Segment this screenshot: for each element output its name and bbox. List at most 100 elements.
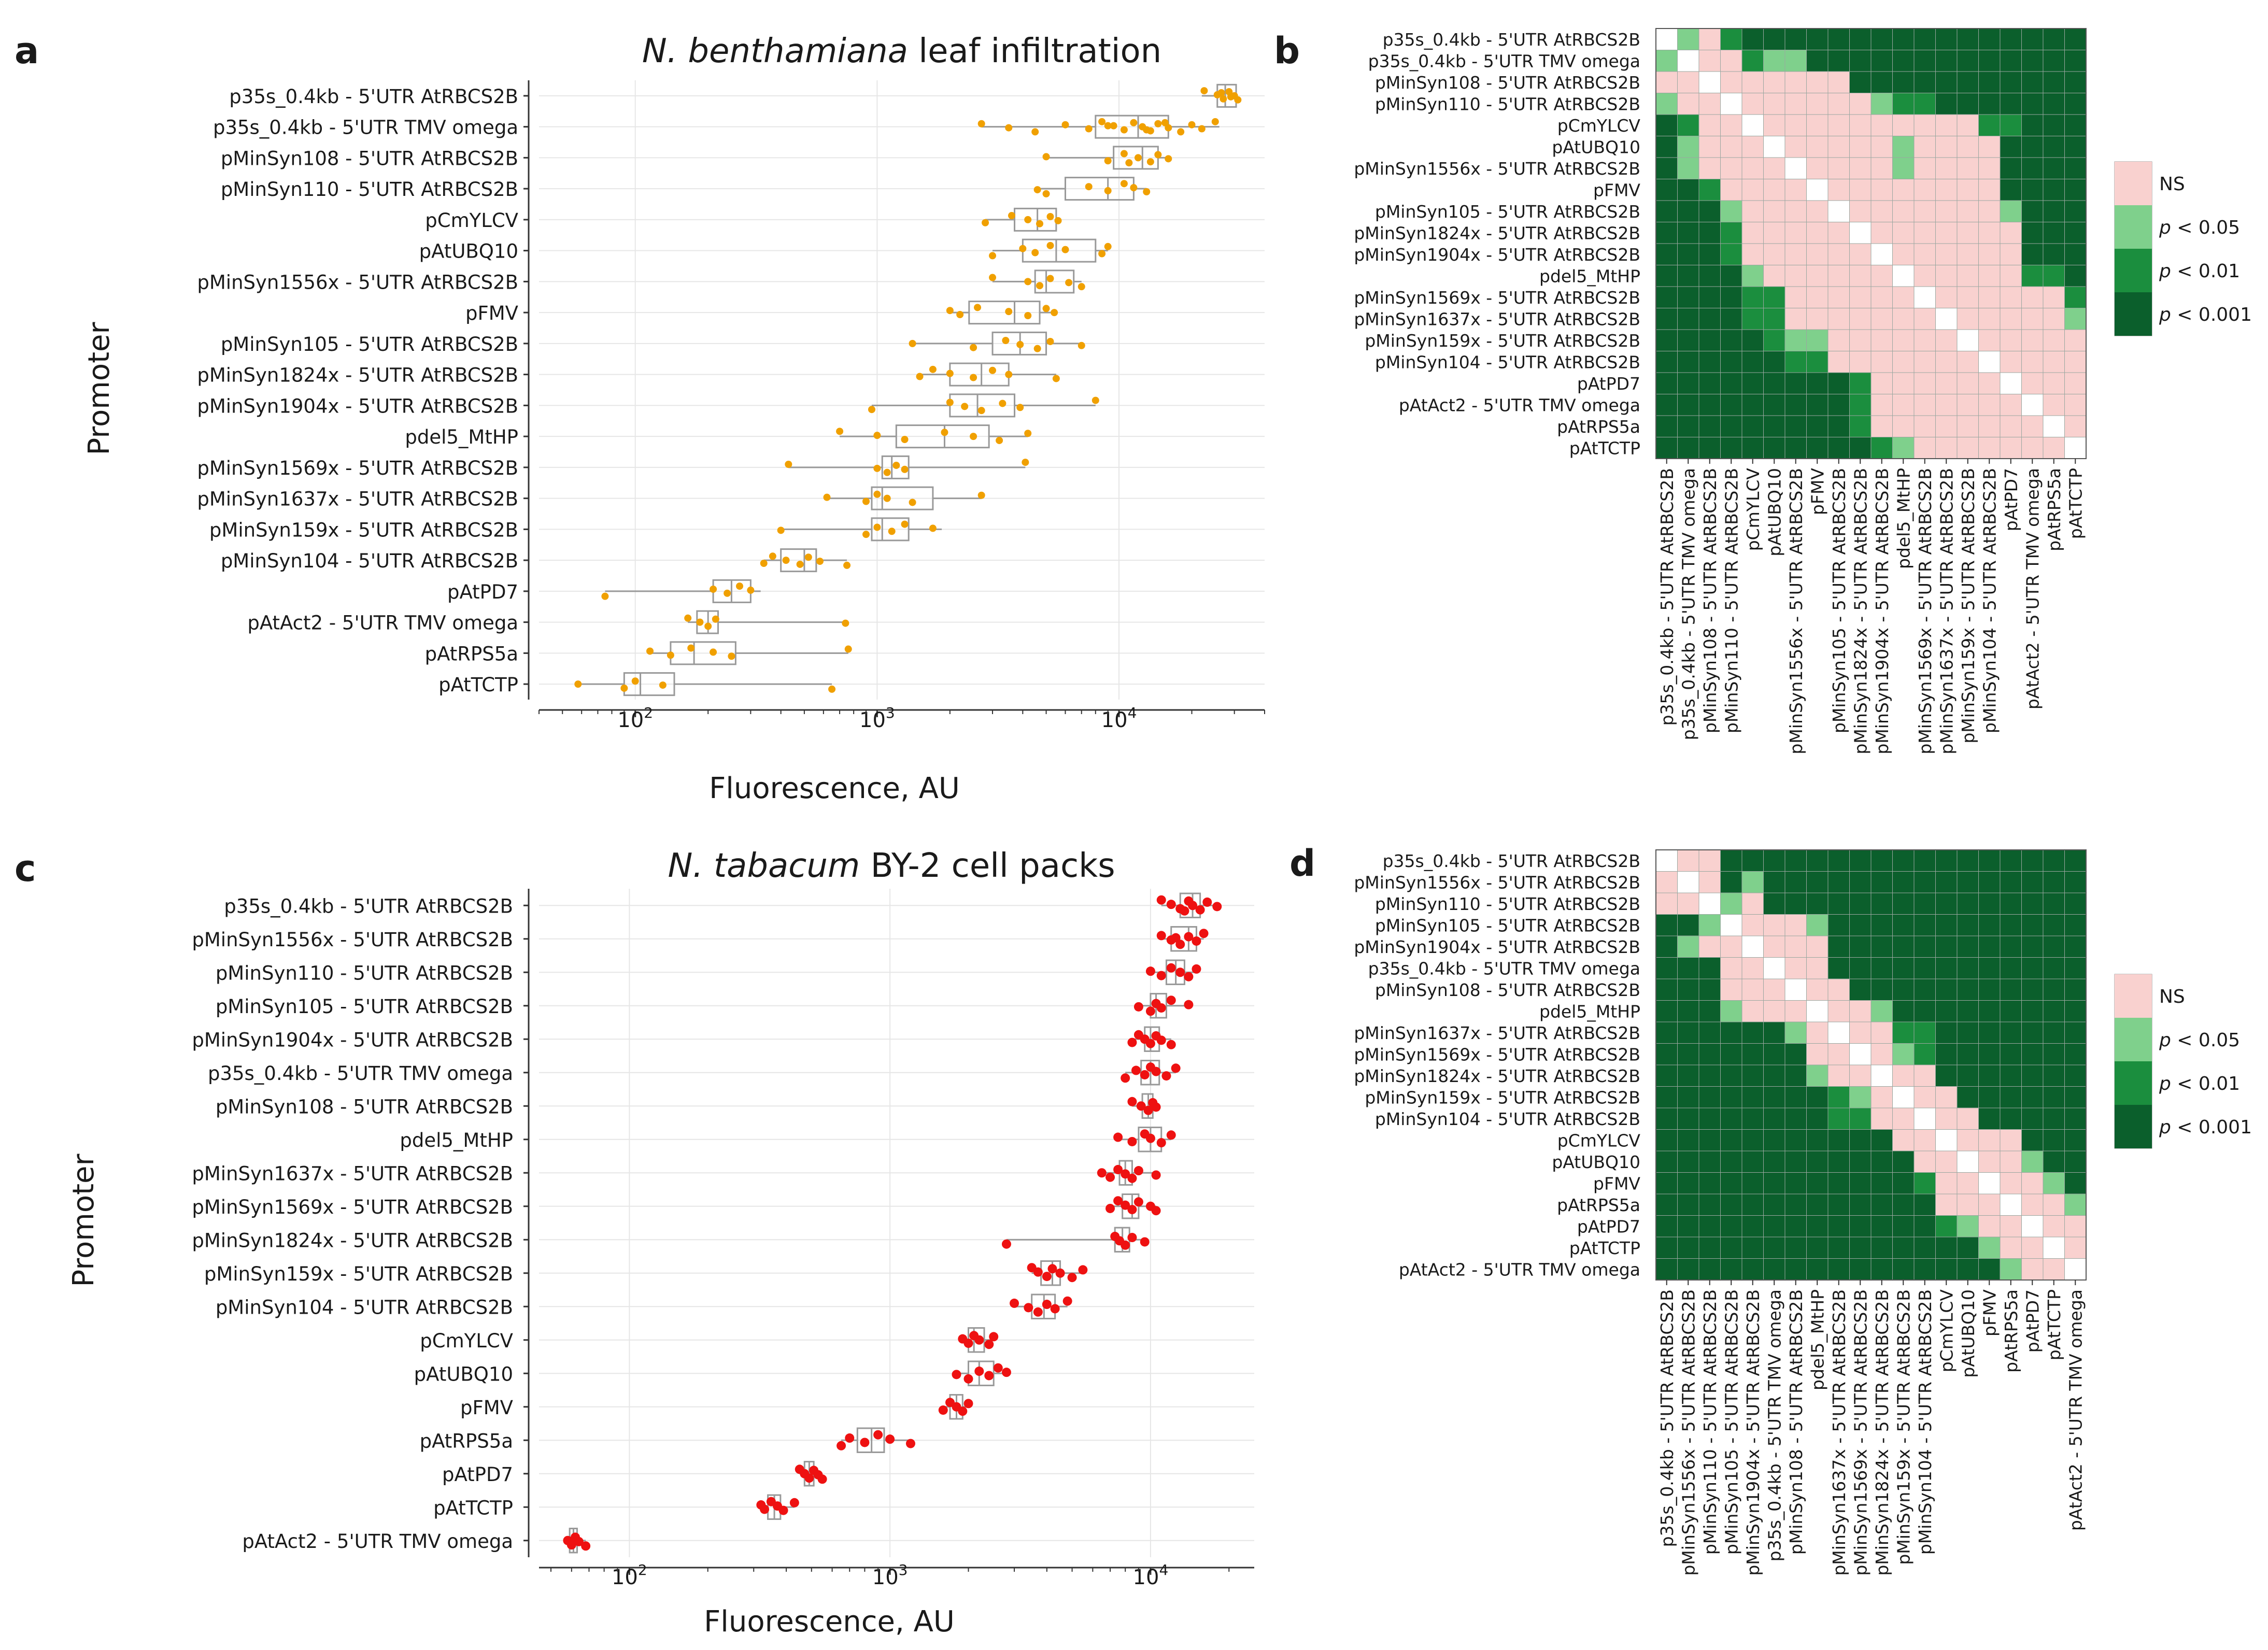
heatmap-cell [1655, 1043, 1678, 1065]
data-point [1143, 126, 1151, 134]
heatmap-cell [1892, 1150, 1915, 1173]
heatmap-cell [1849, 1193, 1872, 1216]
data-point [837, 1441, 846, 1450]
heatmap-cell [1913, 849, 1936, 872]
heatmap-cell [2043, 222, 2065, 244]
heatmap-cell [2000, 1086, 2022, 1108]
heatmap-cell [1806, 308, 1828, 330]
data-point [659, 681, 667, 689]
heatmap-cell [1849, 1086, 1872, 1108]
heatmap-cell [1677, 71, 1699, 93]
data-point [1104, 122, 1112, 130]
heatmap-cell [1892, 308, 1915, 330]
data-point [1033, 1307, 1043, 1317]
heatmap-cell [1784, 394, 1807, 416]
category-label: pMinSyn110 - 5'UTR AtRBCS2B [221, 178, 518, 201]
heatmap-cell [2064, 871, 2087, 893]
heatmap-cell [1763, 308, 1785, 330]
heatmap-cell [2000, 136, 2022, 158]
heatmap-cell [1763, 200, 1785, 222]
box [968, 301, 1041, 325]
heatmap-cell [1698, 222, 1721, 244]
heatmap-cell [2021, 265, 2044, 287]
heatmap-cell [1763, 28, 1785, 50]
heatmap-cell [2021, 114, 2044, 136]
x-axis-label: Fluorescence, AU [704, 1605, 955, 1639]
heatmap-cell [2064, 437, 2087, 459]
heatmap-cell [1677, 1129, 1699, 1151]
heatmap-cell [1763, 1107, 1785, 1130]
heatmap-cell [1784, 1043, 1807, 1065]
heatmap-cell [1655, 1086, 1678, 1108]
heatmap-cell [1655, 1150, 1678, 1173]
data-point [1133, 1002, 1143, 1012]
heatmap-cell [1870, 1193, 1893, 1216]
data-point [974, 1367, 984, 1376]
heatmap-cell [2021, 71, 2044, 93]
data-point [1151, 1066, 1161, 1076]
heatmap-cell [2000, 114, 2022, 136]
heatmap-cell [1892, 892, 1915, 915]
heatmap-cell [2043, 1064, 2065, 1087]
row-label: pAtAct2 - 5'UTR TMV omega [1399, 1259, 1640, 1279]
heatmap-cell [1806, 1064, 1828, 1087]
heatmap-cell [1677, 1043, 1699, 1065]
category-label: pMinSyn159x - 5'UTR AtRBCS2B [204, 1263, 513, 1285]
heatmap-cell [1892, 1215, 1915, 1238]
heatmap-cell [1935, 200, 1958, 222]
heatmap-cell [2000, 50, 2022, 72]
heatmap-cell [2064, 286, 2087, 308]
heatmap-cell [1698, 157, 1721, 179]
heatmap-cell [1698, 372, 1721, 394]
heatmap-cell [1763, 329, 1785, 351]
heatmap-cell [2043, 1000, 2065, 1022]
heatmap-cell [1677, 286, 1699, 308]
data-point [1220, 95, 1227, 103]
heatmap-cell [1849, 351, 1872, 373]
heatmap-cell [1698, 114, 1721, 136]
column-label: pdel5_MtHP [1893, 468, 1913, 569]
heatmap-cell [1957, 1193, 1979, 1216]
data-point [989, 366, 997, 374]
heatmap-cell [1806, 1258, 1828, 1281]
heatmap-cell [1741, 914, 1764, 936]
heatmap-cell [1698, 28, 1721, 50]
data-point [862, 497, 870, 505]
heatmap-cell [2000, 1021, 2022, 1044]
heatmap-cell [1720, 1172, 1742, 1194]
heatmap-cell [1913, 329, 1936, 351]
heatmap-cell [2064, 1258, 2087, 1281]
heatmap-cell [2021, 1193, 2044, 1216]
category-label: pMinSyn105 - 5'UTR AtRBCS2B [216, 995, 513, 1018]
heatmap-cell [1849, 1258, 1872, 1281]
heatmap-cell [1892, 265, 1915, 287]
heatmap-cell [1763, 978, 1785, 1001]
data-point [909, 339, 916, 347]
x-tick-label: 102 [617, 704, 653, 732]
legend-label: p < 0.001 [2159, 1117, 2252, 1138]
column-label: pAtAct2 - 5'UTR TMV omega [2065, 1289, 2086, 1531]
heatmap-cell [2043, 351, 2065, 373]
heatmap-cell [2064, 136, 2087, 158]
heatmap-cell [1806, 71, 1828, 93]
data-point [1042, 190, 1050, 197]
heatmap-cell [1892, 157, 1915, 179]
heatmap-cell [2043, 1107, 2065, 1130]
heatmap-cell [2064, 179, 2087, 201]
column-label: pAtPD7 [2022, 1289, 2043, 1353]
column-label: pCmYLCV [1936, 1289, 1957, 1373]
heatmap-cell [1720, 1215, 1742, 1238]
data-point [982, 219, 989, 226]
heatmap-cell [1827, 978, 1850, 1001]
heatmap-cell [1892, 1021, 1915, 1044]
category-label: pAtUBQ10 [419, 240, 518, 263]
heatmap-cell [2064, 1193, 2087, 1216]
data-point [1046, 241, 1054, 249]
heatmap-cell [1763, 871, 1785, 893]
heatmap-cell [1720, 437, 1742, 459]
heatmap-cell [1655, 28, 1678, 50]
heatmap-cell [1913, 1236, 1936, 1259]
data-point [1134, 154, 1142, 162]
heatmap-cell [1849, 871, 1872, 893]
heatmap-cell [2064, 243, 2087, 265]
